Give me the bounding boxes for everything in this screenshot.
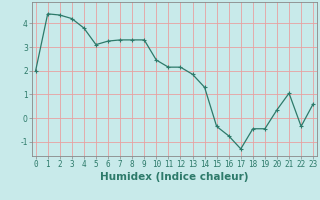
X-axis label: Humidex (Indice chaleur): Humidex (Indice chaleur) — [100, 172, 249, 182]
